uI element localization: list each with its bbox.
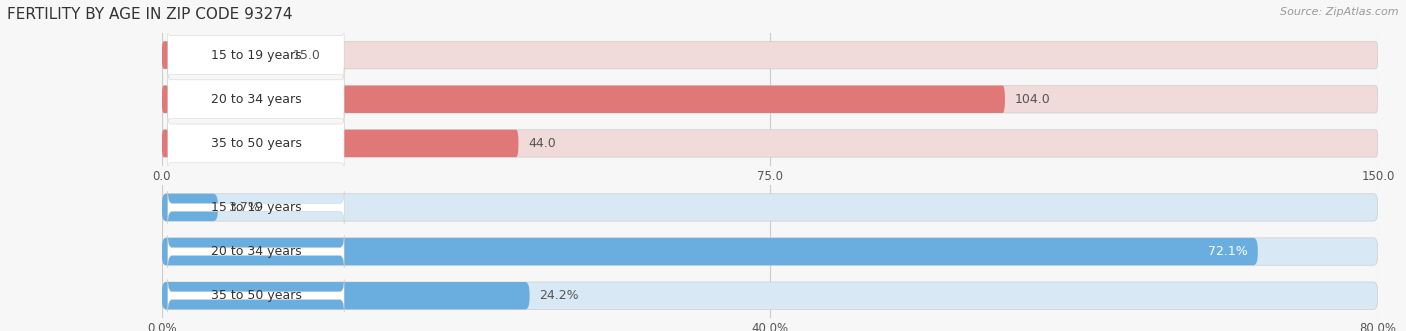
Text: 15 to 19 years: 15 to 19 years — [211, 49, 301, 62]
Text: FERTILITY BY AGE IN ZIP CODE 93274: FERTILITY BY AGE IN ZIP CODE 93274 — [7, 7, 292, 22]
Text: 15 to 19 years: 15 to 19 years — [211, 201, 301, 214]
Text: 72.1%: 72.1% — [1208, 245, 1249, 258]
FancyBboxPatch shape — [162, 86, 1378, 113]
Text: Source: ZipAtlas.com: Source: ZipAtlas.com — [1281, 7, 1399, 17]
Text: 3.7%: 3.7% — [228, 201, 260, 214]
FancyBboxPatch shape — [162, 41, 283, 69]
FancyBboxPatch shape — [162, 194, 218, 221]
Text: 35 to 50 years: 35 to 50 years — [211, 289, 301, 302]
FancyBboxPatch shape — [162, 41, 1378, 69]
FancyBboxPatch shape — [167, 191, 344, 224]
FancyBboxPatch shape — [162, 194, 1378, 221]
Text: 15.0: 15.0 — [292, 49, 321, 62]
FancyBboxPatch shape — [162, 238, 1378, 265]
Text: 24.2%: 24.2% — [540, 289, 579, 302]
Text: 104.0: 104.0 — [1015, 93, 1050, 106]
Text: 35 to 50 years: 35 to 50 years — [211, 137, 301, 150]
FancyBboxPatch shape — [167, 279, 344, 312]
FancyBboxPatch shape — [162, 282, 530, 309]
Text: 20 to 34 years: 20 to 34 years — [211, 245, 301, 258]
FancyBboxPatch shape — [162, 86, 1005, 113]
FancyBboxPatch shape — [167, 24, 344, 87]
Text: 20 to 34 years: 20 to 34 years — [211, 93, 301, 106]
Text: 44.0: 44.0 — [529, 137, 555, 150]
FancyBboxPatch shape — [167, 68, 344, 131]
FancyBboxPatch shape — [167, 112, 344, 175]
FancyBboxPatch shape — [162, 130, 1378, 157]
FancyBboxPatch shape — [162, 282, 1378, 309]
FancyBboxPatch shape — [162, 130, 519, 157]
FancyBboxPatch shape — [162, 238, 1258, 265]
FancyBboxPatch shape — [167, 235, 344, 268]
